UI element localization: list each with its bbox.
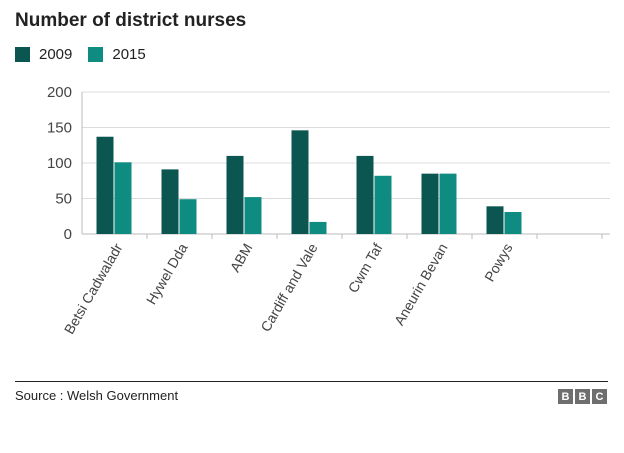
bar-2015 [244,197,262,234]
chart-title: Number of district nurses [15,10,247,31]
source-note: Source : Welsh Government [15,388,179,403]
bbc-logo-letter: B [575,389,590,404]
y-tick-label: 150 [47,120,72,137]
legend-item-2015: 2015 [88,46,146,63]
x-tick-label: Cwm Taf [345,240,386,295]
bar-2009 [421,173,439,234]
bar-2009 [291,130,309,234]
bar-2009 [486,206,504,234]
legend-swatch-2015 [88,47,104,62]
x-tick-label: ABM [227,241,256,275]
bar-2009 [161,169,179,234]
legend-item-2009: 2009 [15,46,72,63]
legend-swatch-2009 [15,47,30,62]
bbc-logo: B B C [556,389,607,404]
y-tick-label: 200 [47,84,72,101]
bar-2015 [504,211,522,234]
bar-2015 [309,221,327,234]
x-tick-label: Hywel Dda [143,240,191,307]
bbc-logo-letter: C [592,389,607,404]
footer-divider [15,381,608,382]
x-tick-label: Powys [481,241,515,285]
legend-label-2015: 2015 [112,46,146,63]
bbc-logo-letter: B [558,389,573,404]
y-tick-label: 100 [47,155,72,172]
bar-2009 [96,136,114,234]
y-tick-label: 50 [55,191,72,208]
bar-2015 [179,199,197,234]
bar-2015 [374,175,392,234]
x-tick-label: Betsi Cadwaladr [61,240,126,337]
bar-2015 [114,162,132,234]
legend: 2009 2015 [15,46,162,63]
x-tick-label: Cardiff and Vale [257,240,321,334]
legend-label-2009: 2009 [39,46,73,63]
x-tick-label: Aneurin Bevan [391,241,451,329]
y-tick-label: 0 [64,226,72,243]
bar-2009 [226,155,244,234]
bar-2015 [439,173,457,234]
bar-2009 [356,155,374,234]
